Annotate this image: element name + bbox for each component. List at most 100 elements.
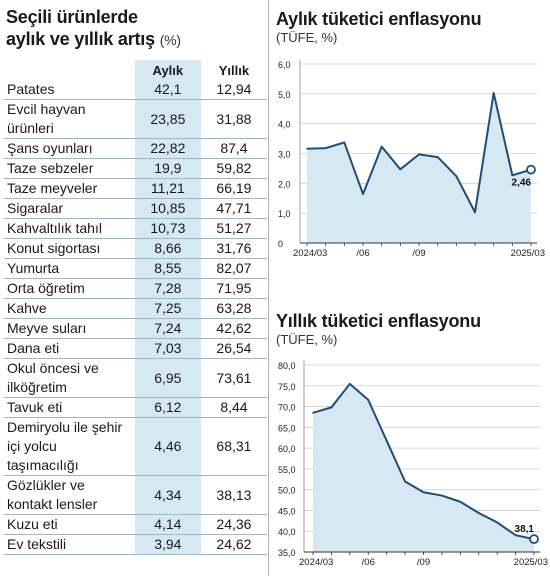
y-tick-label: 40,0: [278, 527, 296, 537]
data-point: [362, 193, 364, 195]
table-body: Patates 42,1 12,94 Evcil hayvan ürünleri 23,…: [4, 80, 267, 555]
row-monthly-value: 4,46: [134, 417, 201, 476]
data-point: [474, 211, 476, 214]
table-row: Taze meyveler 11,21 66,19: [4, 178, 267, 199]
row-yearly-value: 47,71: [200, 198, 267, 219]
last-value-label: 38,1: [515, 524, 535, 535]
row-yearly-value: 51,27: [200, 218, 267, 239]
yearly-chart-title: Yıllık tüketici enflasyonu: [276, 311, 481, 331]
table-row: Yumurta 8,55 82,07: [4, 258, 267, 279]
table-row: Meyve suları 7,24 42,62: [4, 318, 267, 339]
row-yearly-value: 8,44: [200, 397, 267, 418]
data-point: [324, 147, 327, 149]
row-monthly-value: 23,85: [134, 99, 201, 139]
x-tick-label: /09: [417, 557, 430, 568]
row-yearly-value: 66,19: [200, 178, 267, 199]
series-area: [313, 383, 534, 552]
row-yearly-value: 12,94: [200, 80, 267, 100]
last-value-label: 2,46: [512, 178, 532, 189]
table-row: Gözlükler ve kontakt lensler 4,34 38,13: [4, 475, 267, 515]
data-point: [459, 500, 462, 503]
y-tick-label: 3,0: [278, 150, 291, 160]
table-row: Patates 42,1 12,94: [4, 80, 267, 100]
data-point: [422, 491, 425, 494]
data-point: [477, 512, 480, 514]
data-point: [511, 174, 514, 177]
panel-divider: [268, 0, 269, 576]
row-yearly-value: 82,07: [200, 258, 267, 279]
row-monthly-value: 7,25: [134, 298, 201, 319]
y-tick-label: 60,0: [278, 444, 296, 454]
y-tick-label: 5,0: [278, 90, 291, 100]
row-product-name: Demiryolu ile şehir içi yolcu taşımacılı…: [4, 417, 135, 476]
monthly-cpi-chart: 0 1,0 2,0 3,0 4,0 5,0 6,0 2,46 2024/03/06/09 2025…: [278, 60, 545, 259]
y-tick-label: 1,0: [278, 209, 291, 219]
y-tick-label: 0: [278, 239, 283, 249]
y-tick-label: 55,0: [278, 465, 296, 475]
monthly-chart-title: Aylık tüketici enflasyonu: [276, 9, 482, 29]
row-yearly-value: 73,61: [200, 358, 267, 398]
row-product-name: Kahvaltılık tahıl: [4, 218, 135, 239]
header-empty: [4, 60, 135, 80]
row-monthly-value: 10,85: [134, 198, 201, 219]
row-yearly-value: 24,62: [200, 534, 267, 555]
row-monthly-value: 7,28: [134, 278, 201, 299]
series-area: [307, 92, 531, 244]
product-increase-table: Aylık Yıllık Patates 42,1 12,94 Evcil hayva…: [4, 60, 267, 555]
row-product-name: Orta öğretim: [4, 278, 135, 299]
y-tick-label: 35,0: [278, 548, 296, 558]
row-yearly-value: 68,31: [200, 417, 267, 476]
row-product-name: Patates: [4, 80, 135, 100]
row-monthly-value: 4,14: [134, 514, 201, 535]
data-point: [436, 156, 439, 158]
row-monthly-value: 10,73: [134, 218, 201, 239]
y-tick-label: 80,0: [278, 361, 296, 371]
table-row: Taze sebzeler 19,9 59,82: [4, 158, 267, 179]
data-point: [385, 439, 388, 442]
x-tick-label: /09: [412, 248, 425, 256]
data-point: [514, 534, 517, 536]
row-product-name: Konut sigortası: [4, 238, 135, 259]
table-row: Şans oyunları 22,82 87,4: [4, 138, 267, 159]
row-product-name: Meyve suları: [4, 318, 135, 339]
row-yearly-value: 59,82: [200, 158, 267, 179]
row-monthly-value: 4,34: [134, 475, 201, 515]
data-point: [343, 141, 346, 144]
table-row: Ev tekstili 3,94 24,62: [4, 534, 267, 555]
data-point: [492, 92, 495, 94]
y-tick-label: 75,0: [278, 382, 296, 392]
row-yearly-value: 31,88: [200, 99, 267, 139]
row-product-name: Taze meyveler: [4, 178, 135, 199]
row-product-name: Taze sebzeler: [4, 158, 135, 179]
monthly-cpi-chart-panel: Aylık tüketici enflasyonu (TÜFE, %) 0 1,0…: [276, 8, 548, 261]
row-monthly-value: 3,94: [134, 534, 201, 555]
table-row: Evcil hayvan ürünleri 23,85 31,88: [4, 99, 267, 139]
table-row: Tavuk eti 6,12 8,44: [4, 397, 267, 418]
row-yearly-value: 26,54: [200, 338, 267, 359]
row-product-name: Kuzu eti: [4, 514, 135, 535]
last-data-point: [529, 534, 539, 545]
data-point: [380, 145, 383, 148]
table-row: Sigaralar 10,85 47,71: [4, 198, 267, 219]
last-data-point: [526, 164, 536, 175]
y-tick-label: 65,0: [278, 423, 296, 433]
row-monthly-value: 6,95: [134, 358, 201, 398]
data-point: [367, 399, 370, 401]
y-tick-label: 2,0: [278, 179, 291, 189]
table-title: Seçili ürünlerde aylık ve yıllık artış (…: [6, 6, 181, 51]
table-title-unit: (%): [159, 32, 181, 48]
data-point: [404, 480, 406, 483]
row-monthly-value: 22,82: [134, 138, 201, 159]
row-product-name: Tavuk eti: [4, 397, 135, 418]
row-product-name: Dana eti: [4, 338, 135, 359]
data-point: [399, 168, 402, 171]
data-point: [330, 406, 333, 409]
row-monthly-value: 7,24: [134, 318, 201, 339]
row-product-name: Gözlükler ve kontakt lensler: [4, 475, 135, 515]
yearly-cpi-chart: 35,0 40,0 45,0 50,0 55,0 60,0 65,0 70,0 75,0 80,0…: [278, 361, 548, 568]
table-row: Dana eti 7,03 26,54: [4, 338, 267, 359]
header-monthly: Aylık: [134, 60, 201, 80]
data-point: [349, 383, 351, 385]
table-row: Okul öncesi ve ilköğretim 6,95 73,61: [4, 358, 267, 398]
y-tick-label: 45,0: [278, 506, 296, 516]
